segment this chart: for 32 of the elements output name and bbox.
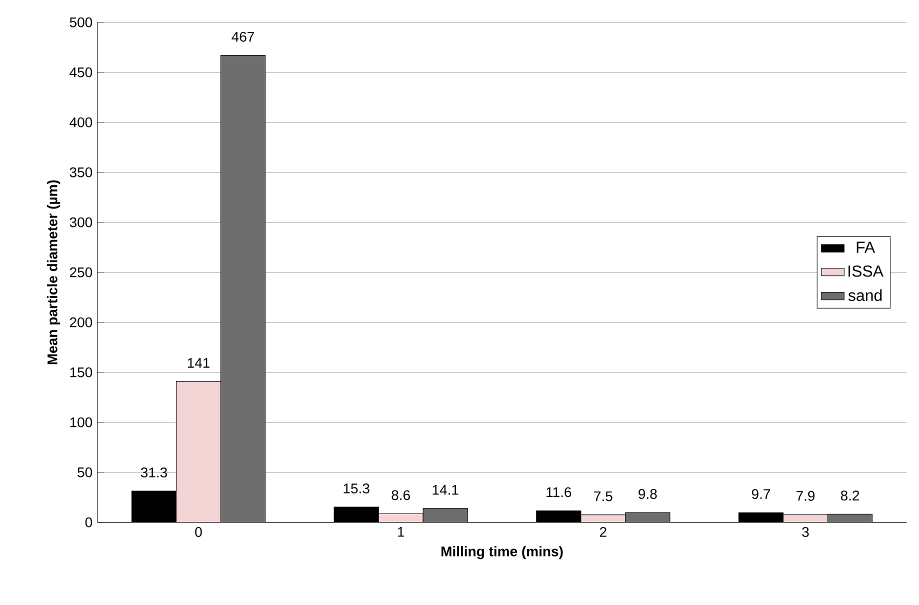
y-tick-label: 450 (70, 67, 92, 78)
y-tick-label: 250 (70, 267, 92, 278)
data-label: 8.2 (840, 490, 860, 501)
x-axis-title: Milling time (mins) (442, 546, 563, 560)
x-tick-label: 1 (398, 527, 404, 537)
data-label: 14.1 (432, 485, 458, 495)
y-tick-label: 150 (70, 367, 92, 378)
data-label: 15.3 (344, 484, 370, 494)
x-tick-label: 2 (600, 527, 606, 537)
y-tick-label: 500 (70, 17, 92, 28)
data-label: 9.7 (752, 489, 770, 500)
y-tick-label: 100 (70, 417, 92, 428)
y-tick-label: 50 (78, 467, 92, 478)
data-label: 8.6 (392, 490, 410, 500)
legend-label: ISSA (848, 265, 884, 277)
y-tick-label: 350 (70, 167, 92, 178)
y-tick-label: 300 (70, 217, 92, 228)
y-tick-label: 400 (70, 117, 92, 128)
data-label: 467 (232, 32, 254, 42)
y-tick-label: 200 (70, 317, 92, 328)
data-label: 7.5 (594, 491, 612, 502)
y-axis-title: Mean particle diameter (µm) (47, 180, 60, 364)
data-label: 7.9 (796, 490, 815, 501)
x-tick-label: 0 (195, 527, 202, 537)
data-label: 31.3 (140, 468, 168, 478)
data-label: 9.8 (638, 489, 657, 499)
data-label: 11.6 (546, 487, 572, 498)
x-tick-label: 3 (802, 527, 809, 537)
y-tick-label: 0 (85, 517, 92, 528)
legend-label: FA (856, 242, 876, 253)
legend-label: sand (848, 289, 882, 302)
data-label: 141 (188, 358, 210, 368)
